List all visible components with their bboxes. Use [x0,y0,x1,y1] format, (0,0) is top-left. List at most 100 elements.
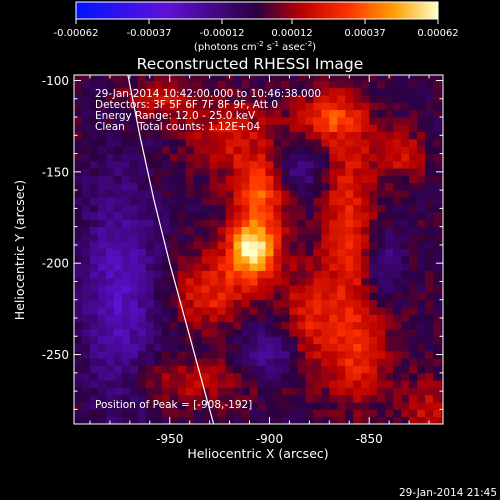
heatmap-cell [105,153,115,162]
heatmap-cell [129,270,139,279]
heatmap-cell [257,146,266,154]
heatmap-cell [113,175,123,184]
heatmap-cell [257,263,266,271]
heatmap-cell [385,285,394,293]
heatmap-cell [369,277,378,286]
heatmap-cell [177,380,187,388]
heatmap-cell [377,233,386,242]
heatmap-cell [385,131,394,140]
heatmap-cell [97,241,107,249]
heatmap-cell [193,182,203,191]
heatmap-cell [297,219,306,228]
heatmap-cell [113,343,123,352]
heatmap-cell [161,365,171,374]
heatmap-cell [129,380,139,388]
chart-title: Reconstructed RHESSI Image [137,55,364,73]
heatmap-cell [241,328,250,337]
y-tick-label: -150 [42,165,69,179]
heatmap-cell [417,87,426,96]
heatmap-cell [321,182,330,191]
heatmap-cell [345,80,354,89]
heatmap-cell [369,80,378,89]
heatmap-cell [385,255,394,264]
heatmap-cell [169,102,179,111]
heatmap-cell [417,394,426,403]
heatmap-cell [361,219,370,228]
heatmap-cell [225,160,234,169]
heatmap-cell [313,153,322,162]
heatmap-cell [417,241,426,249]
heatmap-cell [145,336,155,344]
heatmap-cell [97,80,107,89]
heatmap-cell [337,182,346,191]
heatmap-cell [145,87,155,96]
heatmap-cell [289,175,298,184]
heatmap-cell [377,292,386,301]
heatmap-cell [193,314,203,323]
heatmap-cell [273,292,282,301]
heatmap-cell [121,233,131,242]
heatmap-cell [137,175,147,184]
heatmap-cell [257,372,266,381]
heatmap-cell [209,270,219,279]
heatmap-cell [161,190,171,198]
heatmap-cell [417,153,426,162]
heatmap-cell [193,168,203,176]
heatmap-cell [113,131,123,140]
heatmap-cell [121,204,131,213]
heatmap-cell [105,277,115,286]
heatmap-cell [74,241,83,249]
heatmap-cell [265,307,274,315]
heatmap-cell [369,321,378,330]
heatmap-cell [145,277,155,286]
heatmap-cell [113,314,123,323]
heatmap-cell [401,75,410,81]
heatmap-cell [433,80,442,89]
heatmap-cell [185,343,195,352]
heatmap-cell [265,212,274,220]
heatmap-cell [153,299,163,308]
heatmap-cell [345,212,354,220]
heatmap-cell [169,197,179,206]
heatmap-cell [289,87,298,96]
heatmap-cell [121,146,131,154]
heatmap-cell [361,263,370,271]
heatmap-cell [225,321,234,330]
heatmap-cell [225,328,234,337]
heatmap-cell [337,307,346,315]
heatmap-cell [225,299,234,308]
heatmap-cell [273,416,282,424]
heatmap-cell [185,307,195,315]
heatmap-cell [89,299,99,308]
heatmap-cell [361,314,370,323]
heatmap-cell [185,380,195,388]
heatmap-cell [417,380,426,388]
heatmap-cell [201,226,211,235]
heatmap-cell [361,387,370,396]
heatmap-cell [74,365,83,374]
heatmap-cell [393,248,402,257]
heatmap-cell [217,109,226,118]
heatmap-cell [225,380,234,388]
heatmap-cell [369,409,378,418]
heatmap-cell [377,95,386,103]
heatmap-cell [74,321,83,330]
heatmap-cell [113,138,123,147]
heatmap-cell [329,138,338,147]
heatmap-cell [297,255,306,264]
heatmap-cell [137,233,147,242]
heatmap-cell [353,204,362,213]
heatmap-cell [289,409,298,418]
heatmap-cell [393,168,402,176]
heatmap-cell [209,131,219,140]
heatmap-cell [241,102,250,111]
heatmap-cell [297,321,306,330]
heatmap-cell [345,190,354,198]
heatmap-cell [273,87,282,96]
heatmap-cell [113,328,123,337]
heatmap-cell [321,248,330,257]
heatmap-cell [369,248,378,257]
heatmap-cell [417,292,426,301]
heatmap-cell [225,153,234,162]
heatmap-cell [241,190,250,198]
